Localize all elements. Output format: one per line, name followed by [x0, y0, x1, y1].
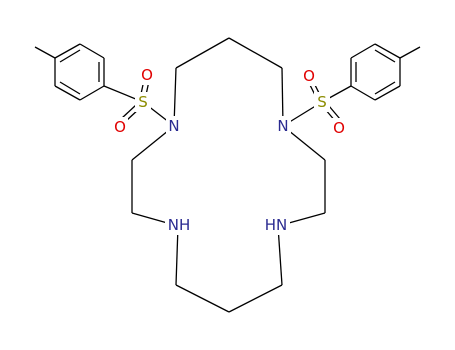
bonds [34, 37, 421, 313]
atom-label: NH [168, 216, 191, 234]
atom-label: O [141, 66, 153, 84]
atom-label: O [333, 119, 345, 137]
atom-label: N [168, 117, 179, 135]
atom-label: HN [265, 216, 288, 234]
atom-label: N [277, 117, 288, 135]
atom-label: O [303, 67, 315, 85]
atom-label: O [114, 118, 126, 136]
atom-label: S [138, 93, 148, 111]
atom-labels: S O O N N S O O NH HN [112, 65, 347, 235]
atom-label: S [317, 93, 327, 111]
